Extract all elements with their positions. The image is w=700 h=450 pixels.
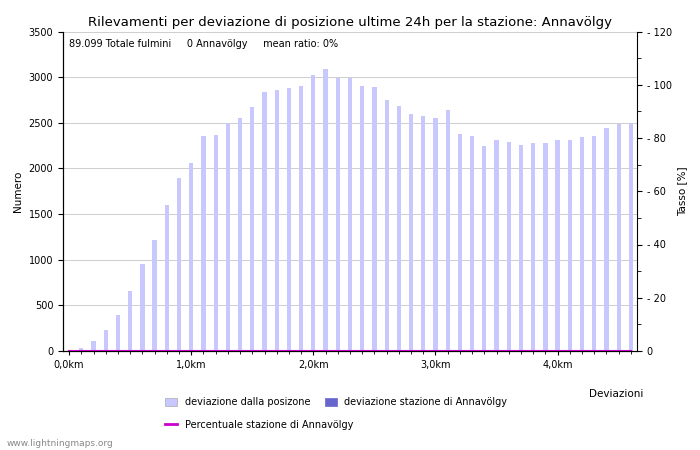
Bar — [507, 142, 511, 351]
Bar — [225, 123, 230, 351]
Bar — [397, 106, 401, 351]
Bar — [287, 88, 291, 351]
Bar — [458, 134, 462, 351]
Bar — [348, 78, 352, 351]
Bar — [153, 240, 157, 351]
Bar — [556, 140, 560, 351]
Bar — [177, 178, 181, 351]
Legend: Percentuale stazione di Annavölgy: Percentuale stazione di Annavölgy — [165, 420, 354, 430]
Bar — [470, 135, 475, 351]
Bar — [238, 118, 242, 351]
Bar — [336, 78, 340, 351]
Bar — [384, 100, 388, 351]
Bar — [274, 90, 279, 351]
Bar — [104, 330, 108, 351]
Bar — [250, 107, 254, 351]
Title: Rilevamenti per deviazione di posizione ultime 24h per la stazione: Annavölgy: Rilevamenti per deviazione di posizione … — [88, 16, 612, 29]
Bar — [568, 140, 572, 351]
Bar — [372, 87, 377, 351]
Bar — [92, 341, 96, 351]
Bar — [128, 291, 132, 351]
Text: 89.099 Totale fulmini     0 Annavölgy     mean ratio: 0%: 89.099 Totale fulmini 0 Annavölgy mean r… — [69, 40, 338, 50]
Bar — [604, 128, 608, 351]
Bar — [312, 75, 316, 351]
Bar — [79, 348, 83, 351]
Bar — [202, 136, 206, 351]
Bar — [360, 86, 364, 351]
Bar — [494, 140, 498, 351]
Bar — [116, 315, 120, 351]
Bar — [592, 135, 596, 351]
Text: Deviazioni: Deviazioni — [589, 389, 643, 399]
Y-axis label: Numero: Numero — [13, 171, 23, 212]
Text: www.lightningmaps.org: www.lightningmaps.org — [7, 439, 113, 448]
Bar — [214, 135, 218, 351]
Bar — [543, 143, 547, 351]
Bar — [299, 86, 303, 351]
Bar — [482, 146, 486, 351]
Bar — [580, 137, 584, 351]
Bar — [323, 69, 328, 351]
Bar — [409, 114, 413, 351]
Bar — [446, 110, 450, 351]
Bar — [189, 163, 193, 351]
Bar — [262, 92, 267, 351]
Bar — [629, 123, 633, 351]
Bar — [531, 143, 536, 351]
Bar — [519, 145, 523, 351]
Bar — [140, 264, 144, 351]
Bar — [433, 118, 438, 351]
Bar — [617, 124, 621, 351]
Bar — [164, 205, 169, 351]
Bar — [421, 117, 426, 351]
Y-axis label: Tasso [%]: Tasso [%] — [678, 166, 687, 216]
